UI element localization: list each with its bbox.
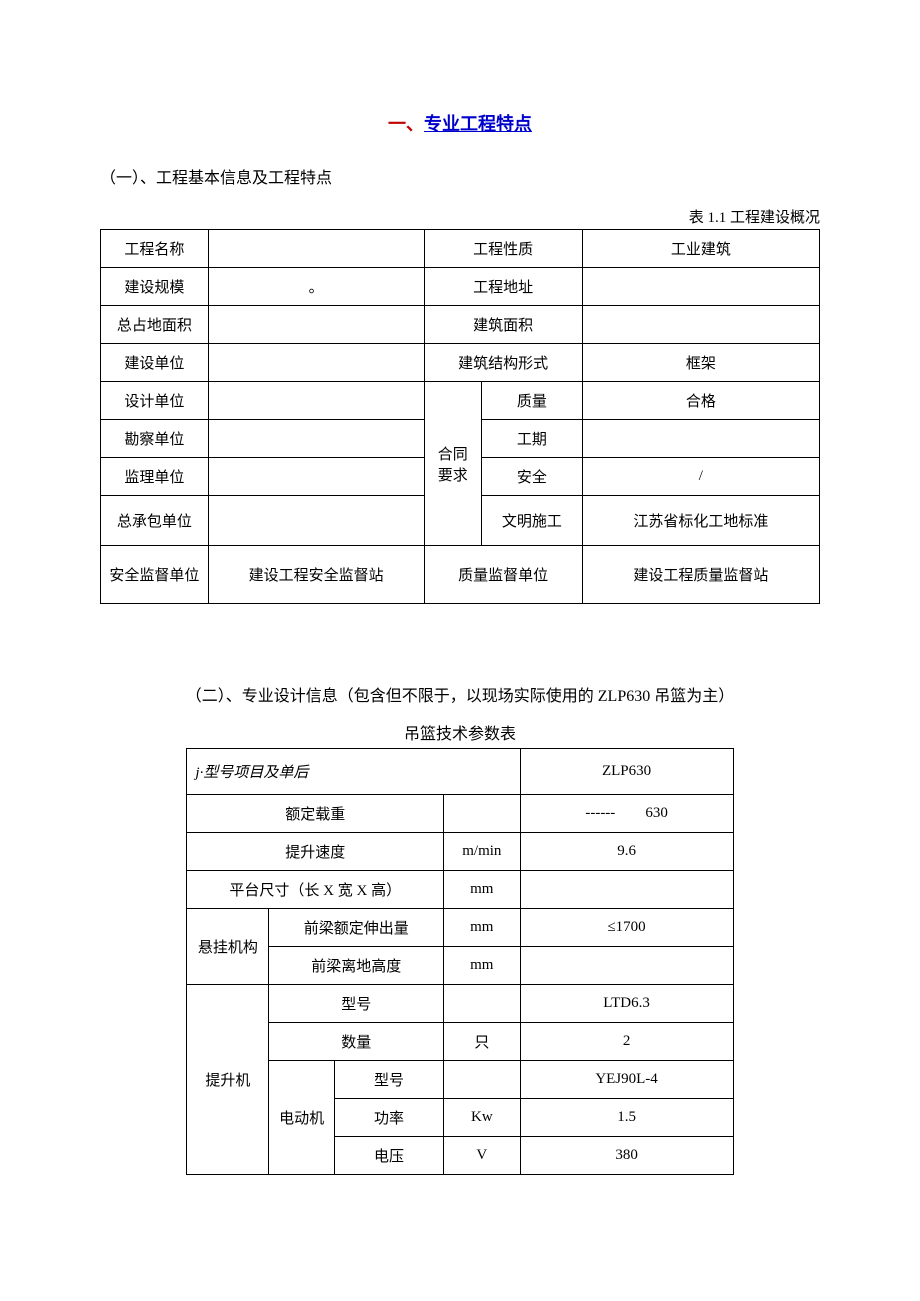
cell-group: 提升机	[187, 985, 269, 1175]
project-overview-table: 工程名称 工程性质 工业建筑 建设规模 。 工程地址 总占地面积 建筑面积 建设…	[100, 229, 820, 604]
rated-load-val: 630	[645, 805, 668, 821]
table-row: 额定载重 ------ 630	[187, 795, 733, 833]
cell-value: 建设工程质量监督站	[582, 546, 819, 604]
cell-label: 工程地址	[424, 268, 582, 306]
cell-unit: 只	[444, 1023, 520, 1061]
table-row: 设计单位 合同要求 质量 合格	[101, 382, 820, 420]
cell-value	[582, 306, 819, 344]
cell-label: 建设单位	[101, 344, 209, 382]
cell-value	[208, 230, 424, 268]
cell-label: 工程名称	[101, 230, 209, 268]
cell-value: 建设工程安全监督站	[208, 546, 424, 604]
cell-label: 设计单位	[101, 382, 209, 420]
cell-label: 电压	[334, 1137, 443, 1175]
cell-value: ≤1700	[520, 909, 733, 947]
cell-value: 1.5	[520, 1099, 733, 1137]
cell-label: 型号	[269, 985, 444, 1023]
table-row: 建设单位 建筑结构形式 框架	[101, 344, 820, 382]
table-row: 提升机 型号 LTD6.3	[187, 985, 733, 1023]
cell-value: 2	[520, 1023, 733, 1061]
section-number: 一、	[388, 114, 424, 134]
table-row: j·型号项目及单后 ZLP630	[187, 749, 733, 795]
cell-unit: mm	[444, 947, 520, 985]
cell-value: LTD6.3	[520, 985, 733, 1023]
cell-label: 合同要求	[424, 382, 482, 546]
cell-unit	[444, 985, 520, 1023]
cell-value: /	[582, 458, 819, 496]
cell-label: 质量监督单位	[424, 546, 582, 604]
cell-label: 平台尺寸（长 X 宽 X 高）	[187, 871, 444, 909]
table-row: 数量 只 2	[187, 1023, 733, 1061]
cell-group: 悬挂机构	[187, 909, 269, 985]
cell-label: 功率	[334, 1099, 443, 1137]
cell-value	[208, 344, 424, 382]
sub-heading-2: （二）、专业设计信息（包含但不限于，以现场实际使用的 ZLP630 吊篮为主）	[100, 682, 820, 706]
cell-label: 工期	[482, 420, 583, 458]
cell-label: 建设规模	[101, 268, 209, 306]
table1-caption: 表 1.1 工程建设概况	[100, 206, 820, 227]
cell-label: 安全	[482, 458, 583, 496]
cell-value	[208, 458, 424, 496]
cell-label: 监理单位	[101, 458, 209, 496]
cell-label: 工程性质	[424, 230, 582, 268]
table-row: 建设规模 。 工程地址	[101, 268, 820, 306]
cell-label: 型号	[334, 1061, 443, 1099]
cell-label: 提升速度	[187, 833, 444, 871]
cell-value: 框架	[582, 344, 819, 382]
cell-value	[208, 496, 424, 546]
cell-unit	[444, 795, 520, 833]
cell-value: 合格	[582, 382, 819, 420]
table-row: 总占地面积 建筑面积	[101, 306, 820, 344]
cell-label: 前梁离地高度	[269, 947, 444, 985]
crane-spec-table: j·型号项目及单后 ZLP630 额定载重 ------ 630 提升速度 m/…	[186, 748, 733, 1175]
cell-unit: mm	[444, 871, 520, 909]
sub-heading-1: （一）、工程基本信息及工程特点	[100, 164, 820, 188]
dashes: ------	[585, 805, 615, 821]
cell-value: 9.6	[520, 833, 733, 871]
table-row: 电动机 型号 YEJ90L-4	[187, 1061, 733, 1099]
cell-label: 建筑结构形式	[424, 344, 582, 382]
table-row: 平台尺寸（长 X 宽 X 高） mm	[187, 871, 733, 909]
cell-value	[582, 268, 819, 306]
table2-caption: 吊篮技术参数表	[100, 720, 820, 744]
cell-value: 工业建筑	[582, 230, 819, 268]
cell-label: 数量	[269, 1023, 444, 1061]
cell-label: 建筑面积	[424, 306, 582, 344]
cell-label: 安全监督单位	[101, 546, 209, 604]
cell-value	[208, 306, 424, 344]
cell-label: 总承包单位	[101, 496, 209, 546]
cell-unit: mm	[444, 909, 520, 947]
section-title: 一、专业工程特点	[100, 110, 820, 136]
section-title-text: 专业工程特点	[424, 114, 532, 134]
cell-unit: m/min	[444, 833, 520, 871]
cell-value	[582, 420, 819, 458]
cell-group: 电动机	[269, 1061, 335, 1175]
cell-value	[520, 871, 733, 909]
cell-unit	[444, 1061, 520, 1099]
cell-value: 。	[208, 268, 424, 306]
cell-label: 额定载重	[187, 795, 444, 833]
cell-label: 质量	[482, 382, 583, 420]
cell-value: YEJ90L-4	[520, 1061, 733, 1099]
cell-unit: V	[444, 1137, 520, 1175]
cell-value: ------ 630	[520, 795, 733, 833]
table-row: 提升速度 m/min 9.6	[187, 833, 733, 871]
cell-header-model: ZLP630	[520, 749, 733, 795]
cell-value	[520, 947, 733, 985]
table-row: 安全监督单位 建设工程安全监督站 质量监督单位 建设工程质量监督站	[101, 546, 820, 604]
table-row: 悬挂机构 前梁额定伸出量 mm ≤1700	[187, 909, 733, 947]
cell-label: 文明施工	[482, 496, 583, 546]
table-row: 前梁离地高度 mm	[187, 947, 733, 985]
cell-label: 前梁额定伸出量	[269, 909, 444, 947]
cell-label: 总占地面积	[101, 306, 209, 344]
cell-header-left: j·型号项目及单后	[187, 749, 520, 795]
cell-value	[208, 382, 424, 420]
cell-value: 380	[520, 1137, 733, 1175]
cell-unit: Kw	[444, 1099, 520, 1137]
cell-value	[208, 420, 424, 458]
table-row: 工程名称 工程性质 工业建筑	[101, 230, 820, 268]
cell-label: 勘察单位	[101, 420, 209, 458]
cell-value: 江苏省标化工地标准	[582, 496, 819, 546]
